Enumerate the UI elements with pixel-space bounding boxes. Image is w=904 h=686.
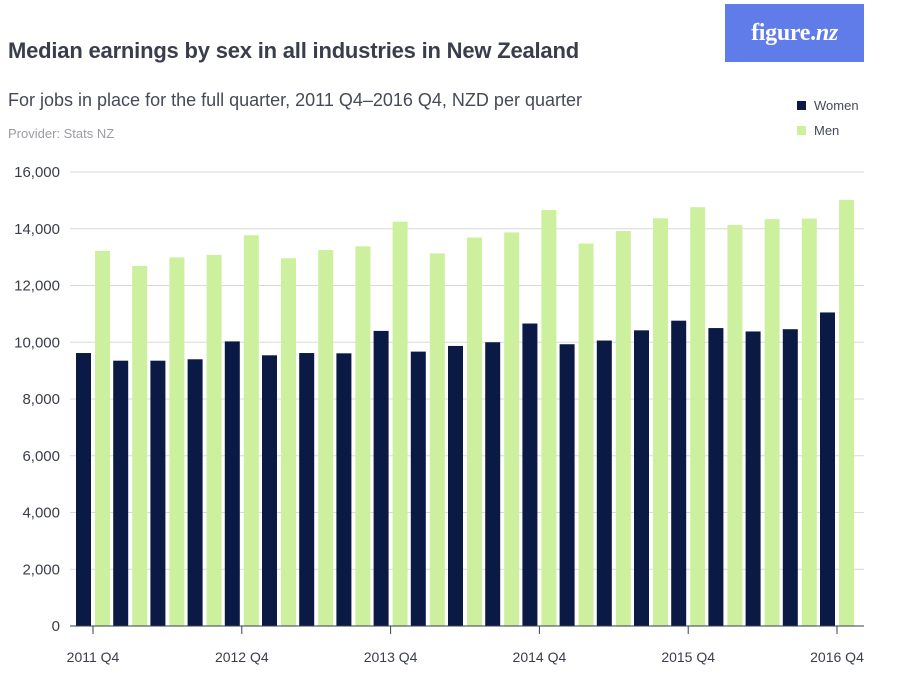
bar-men: [541, 210, 557, 626]
y-tick-label: 0: [52, 618, 60, 635]
bar-men: [169, 257, 185, 626]
bar-men: [764, 219, 780, 627]
bar-women: [262, 355, 277, 626]
x-tick-label: 2014 Q4: [513, 649, 567, 665]
x-tick-label: 2011 Q4: [67, 649, 120, 665]
bar-men: [653, 218, 668, 626]
chart-subtitle: For jobs in place for the full quarter, …: [8, 90, 582, 110]
bar-women: [224, 341, 240, 626]
y-tick-label: 4,000: [22, 505, 60, 522]
bar-women: [634, 330, 649, 626]
bar-men: [578, 243, 594, 626]
bar-men: [355, 246, 371, 626]
bar-men: [504, 232, 520, 626]
bar-women: [596, 340, 612, 626]
bar-women: [448, 345, 463, 626]
bar-women: [708, 328, 724, 626]
bar-women: [187, 359, 203, 626]
logo-text: figure.: [751, 19, 816, 46]
bar-women: [559, 344, 575, 626]
y-tick-label: 6,000: [22, 448, 60, 465]
x-tick-label: 2015 Q4: [661, 649, 715, 665]
bar-women: [782, 329, 798, 626]
bar-women: [485, 342, 501, 626]
bar-men: [95, 250, 110, 626]
bar-women: [299, 353, 315, 626]
y-tick-label: 12,000: [14, 278, 60, 295]
bar-men: [206, 254, 222, 627]
logo-accent-text: nz: [815, 19, 838, 46]
bar-women: [745, 331, 761, 626]
bar-women: [150, 360, 166, 626]
x-tick-label: 2012 Q4: [215, 649, 269, 665]
legend-label-women: Women: [814, 98, 859, 113]
bar-women: [373, 330, 389, 626]
figure-nz-logo[interactable]: figure. nz: [725, 4, 864, 62]
bar-women: [820, 312, 835, 626]
legend: Women Men: [797, 93, 859, 143]
bar-men: [392, 221, 408, 626]
bar-men: [801, 218, 817, 626]
x-tick-label: 2013 Q4: [364, 649, 418, 665]
bar-women: [671, 320, 687, 626]
bar-women: [113, 360, 129, 626]
chart-title: Median earnings by sex in all industries…: [8, 38, 579, 63]
legend-swatch-women: [797, 101, 806, 110]
bar-men: [727, 225, 743, 626]
y-tick-label: 16,000: [14, 164, 60, 181]
bar-women: [336, 353, 352, 626]
legend-swatch-men: [797, 126, 806, 135]
provider-label: Provider: Stats NZ: [8, 126, 115, 141]
bar-men: [318, 250, 334, 626]
bar-men: [132, 265, 148, 626]
bar-women: [410, 351, 426, 626]
bar-men: [615, 231, 631, 626]
y-tick-label: 10,000: [14, 334, 60, 351]
bar-men: [243, 235, 259, 626]
bar-women: [76, 353, 91, 626]
bar-men: [839, 199, 854, 626]
x-tick-label: 2016 Q4: [810, 649, 864, 665]
bar-men: [429, 253, 445, 626]
bar-men: [690, 207, 706, 626]
bar-men: [281, 258, 296, 626]
legend-item-women: Women: [797, 93, 859, 118]
y-tick-label: 14,000: [14, 221, 60, 238]
legend-item-men: Men: [797, 118, 859, 143]
bar-men: [467, 237, 482, 626]
bar-women: [522, 323, 538, 626]
y-tick-label: 8,000: [22, 391, 60, 408]
legend-label-men: Men: [814, 123, 840, 138]
y-tick-label: 2,000: [22, 561, 60, 578]
